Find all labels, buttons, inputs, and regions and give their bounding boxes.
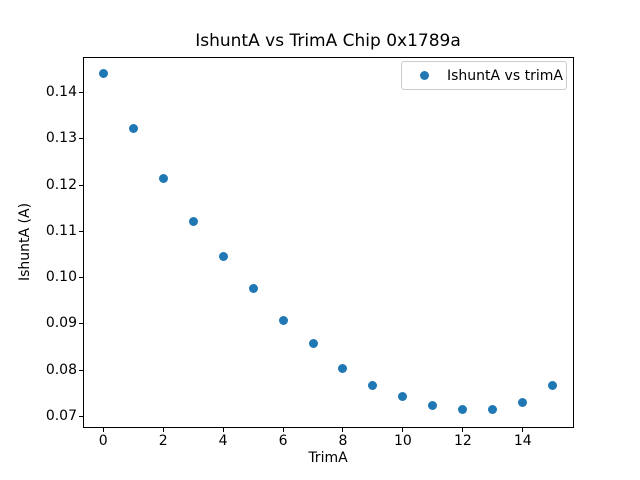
y-axis-label: IshuntA (A)	[17, 202, 33, 282]
x-tick-label: 12	[453, 433, 472, 449]
y-tick-label: 0.08	[45, 361, 77, 378]
y-tick-mark	[79, 138, 83, 140]
y-tick-mark	[79, 184, 83, 186]
scatter-point	[548, 381, 558, 391]
scatter-point	[248, 283, 258, 293]
y-tick-mark	[79, 369, 83, 371]
x-axis-label: TrimA	[308, 450, 348, 466]
scatter-point	[368, 381, 378, 391]
scatter-point	[398, 391, 408, 401]
scatter-point	[188, 217, 198, 227]
x-tick-label: 0	[98, 433, 108, 449]
x-tick-label: 10	[394, 433, 412, 449]
scatter-point	[338, 363, 348, 373]
scatter-point	[218, 252, 228, 262]
x-tick-mark	[222, 428, 224, 432]
y-tick-label: 0.09	[45, 315, 77, 332]
scatter-point	[428, 401, 438, 411]
legend: IshuntA vs trimA	[401, 61, 567, 90]
y-tick-label: 0.07	[45, 407, 77, 424]
y-tick-mark	[79, 415, 83, 417]
x-tick-label: 4	[218, 433, 228, 449]
scatter-point	[458, 405, 468, 415]
y-tick-label: 0.11	[45, 222, 77, 239]
plot-area	[83, 57, 574, 428]
x-tick-label: 6	[278, 433, 288, 449]
y-tick-label: 0.12	[45, 176, 77, 193]
x-tick-mark	[402, 428, 404, 432]
y-tick-label: 0.10	[45, 269, 77, 286]
scatter-point	[308, 339, 318, 349]
x-tick-label: 8	[338, 433, 348, 449]
x-tick-mark	[522, 428, 524, 432]
y-tick-mark	[79, 277, 83, 279]
y-tick-mark	[79, 230, 83, 232]
scatter-point	[278, 316, 288, 326]
legend-label: IshuntA vs trimA	[447, 67, 563, 84]
x-tick-mark	[462, 428, 464, 432]
scatter-point	[158, 174, 168, 184]
scatter-point	[488, 405, 498, 415]
scatter-point	[128, 124, 138, 134]
x-tick-label: 14	[513, 433, 532, 449]
y-tick-label: 0.13	[45, 130, 77, 147]
scatter-point	[98, 69, 108, 79]
y-tick-label: 0.14	[45, 84, 77, 101]
x-tick-mark	[162, 428, 164, 432]
chart-title: IshuntA vs TrimA Chip 0x1789a	[195, 31, 461, 51]
x-tick-mark	[282, 428, 284, 432]
legend-marker-icon	[420, 71, 429, 80]
y-tick-mark	[79, 323, 83, 325]
x-tick-mark	[342, 428, 344, 432]
scatter-point	[518, 398, 528, 408]
x-tick-mark	[102, 428, 104, 432]
x-tick-label: 2	[158, 433, 168, 449]
y-tick-mark	[79, 92, 83, 94]
